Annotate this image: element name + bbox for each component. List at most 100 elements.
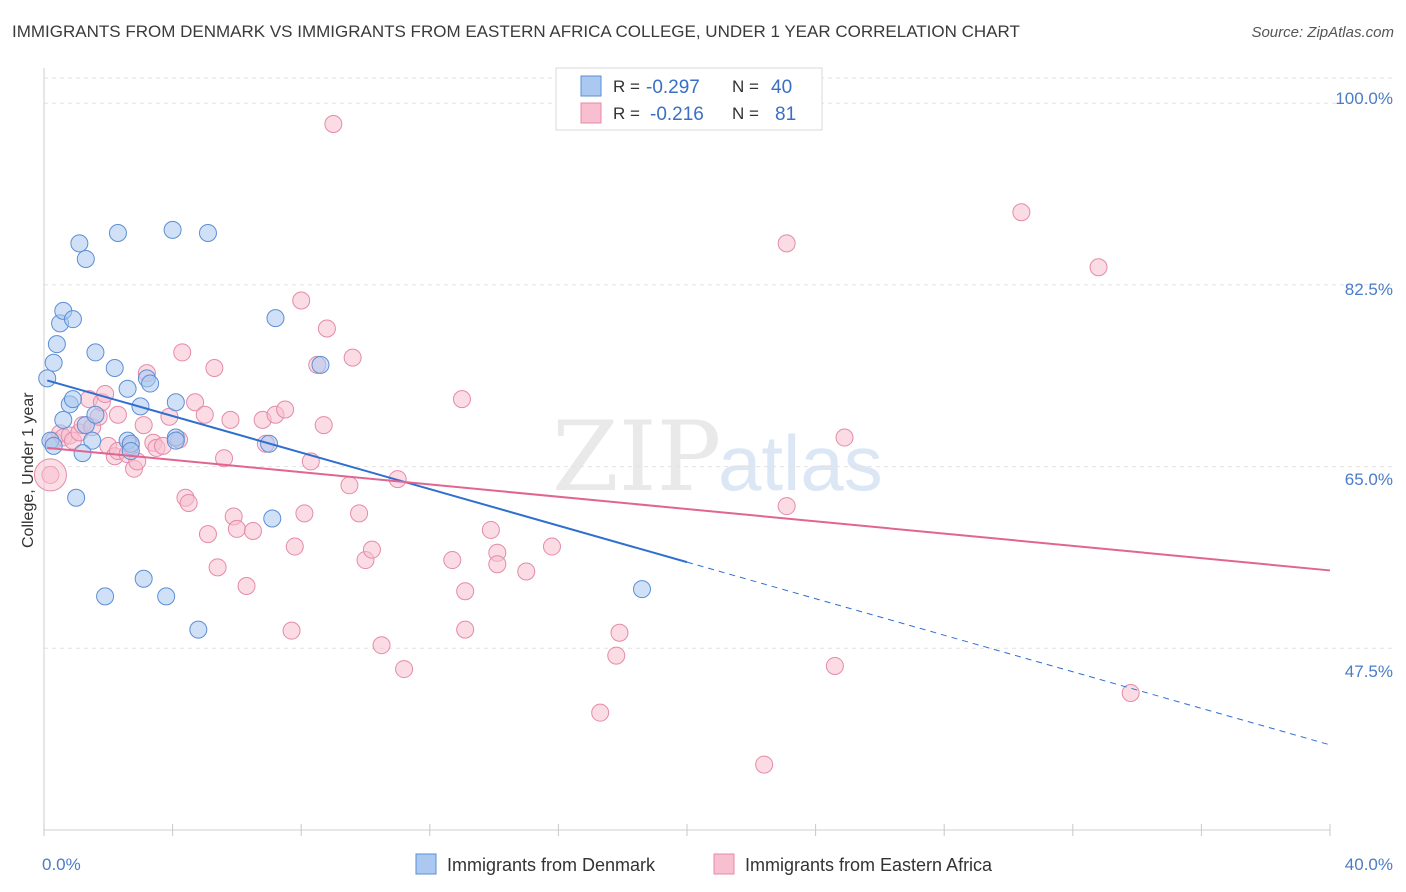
eafrica-point-62 bbox=[395, 660, 414, 679]
eafrica-point-64 bbox=[456, 582, 475, 601]
x-tick-right: 40.0% bbox=[1345, 855, 1393, 874]
denmark-point-31 bbox=[73, 444, 92, 463]
denmark-point-19 bbox=[86, 405, 105, 424]
legend-swatch-denmark bbox=[580, 75, 602, 97]
denmark-point-21 bbox=[118, 379, 137, 398]
legend-n-label-denmark: N = bbox=[732, 77, 759, 96]
denmark-point-41 bbox=[632, 580, 651, 599]
stats-legend: R = -0.297 N = 40 R = -0.216 N = 81 bbox=[555, 67, 823, 131]
eafrica-point-48 bbox=[292, 291, 311, 310]
denmark-point-4 bbox=[47, 335, 66, 354]
bottom-swatch-denmark bbox=[415, 853, 437, 875]
y-tick-82-5: 82.5% bbox=[1345, 280, 1393, 299]
eafrica-point-73 bbox=[607, 646, 626, 665]
eafrica-point-47 bbox=[285, 537, 304, 556]
denmark-point-30 bbox=[166, 393, 185, 412]
eafrica-point-60 bbox=[372, 636, 391, 655]
eafrica-point-53 bbox=[317, 319, 336, 338]
bottom-legend-eafrica: Immigrants from Eastern Africa bbox=[745, 855, 993, 875]
eafrica-point-16 bbox=[108, 405, 127, 424]
eafrica-point-59 bbox=[362, 540, 381, 559]
eafrica-point-75 bbox=[755, 755, 774, 774]
eafrica-point-76 bbox=[777, 497, 796, 516]
eafrica-point-large bbox=[33, 458, 67, 492]
denmark-point-12 bbox=[198, 224, 217, 243]
trend-lines bbox=[46, 379, 1331, 746]
x-tick-left: 0.0% bbox=[42, 855, 81, 874]
legend-r-label-denmark: R = bbox=[613, 77, 640, 96]
eafrica-point-28 bbox=[173, 343, 192, 362]
trend-denmark-dashed bbox=[686, 561, 1331, 746]
denmark-point-3 bbox=[44, 353, 63, 372]
eafrica-point-52 bbox=[314, 416, 333, 435]
eafrica-point-33 bbox=[198, 525, 217, 544]
eafrica-point-37 bbox=[221, 410, 240, 429]
eafrica-point-77 bbox=[777, 234, 796, 253]
eafrica-point-12 bbox=[96, 384, 115, 403]
eafrica-point-63 bbox=[443, 551, 462, 570]
eafrica-point-57 bbox=[350, 504, 369, 523]
denmark-point-38 bbox=[263, 509, 282, 528]
watermark-atlas: atlas bbox=[718, 419, 883, 507]
source-label: Source: ZipAtlas.com bbox=[1251, 24, 1394, 41]
eafrica-point-32 bbox=[195, 405, 214, 424]
eafrica-point-55 bbox=[340, 476, 359, 495]
denmark-point-1 bbox=[44, 436, 63, 455]
denmark-point-29 bbox=[166, 431, 185, 450]
denmark-point-33 bbox=[96, 587, 115, 606]
eafrica-point-67 bbox=[481, 520, 500, 539]
legend-n-label-eafrica: N = bbox=[732, 104, 759, 123]
denmark-point-9 bbox=[76, 249, 95, 268]
legend-r-label-eafrica: R = bbox=[613, 104, 640, 123]
denmark-point-18 bbox=[86, 343, 105, 362]
y-axis-label: College, Under 1 year bbox=[20, 392, 37, 548]
eafrica-point-45 bbox=[276, 400, 295, 419]
denmark-point-35 bbox=[157, 587, 176, 606]
eafrica-point-80 bbox=[1012, 203, 1031, 222]
eafrica-point-66 bbox=[452, 390, 471, 409]
eafrica-point-79 bbox=[835, 428, 854, 447]
denmark-point-40 bbox=[311, 355, 330, 374]
eafrica-point-46 bbox=[282, 621, 301, 640]
denmark-point-17 bbox=[83, 431, 102, 450]
bottom-swatch-eafrica bbox=[713, 853, 735, 875]
eafrica-point-78 bbox=[825, 656, 844, 675]
legend-r-value-eafrica: -0.216 bbox=[650, 104, 704, 125]
denmark-point-11 bbox=[163, 220, 182, 239]
y-tick-100: 100.0% bbox=[1335, 89, 1393, 108]
gridlines bbox=[44, 77, 1393, 649]
denmark-point-13 bbox=[54, 410, 73, 429]
eafrica-point-30 bbox=[179, 493, 198, 512]
series-legend: Immigrants from Denmark Immigrants from … bbox=[415, 853, 993, 875]
eafrica-point-56 bbox=[343, 348, 362, 367]
denmark-point-39 bbox=[266, 309, 285, 328]
legend-swatch-eafrica bbox=[580, 102, 602, 124]
eafrica-point-31 bbox=[186, 393, 205, 412]
eafrica-point-36 bbox=[215, 449, 234, 468]
y-tick-47-5: 47.5% bbox=[1345, 662, 1393, 681]
trend-denmark-solid bbox=[46, 379, 688, 564]
denmark-point-15 bbox=[63, 390, 82, 409]
eafrica-point-39 bbox=[227, 519, 246, 538]
eafrica-point-65 bbox=[456, 620, 475, 639]
eafrica-point-74 bbox=[610, 623, 629, 642]
eafrica-point-70 bbox=[517, 562, 536, 581]
eafrica-point-40 bbox=[237, 577, 256, 596]
series-denmark-points bbox=[38, 220, 651, 639]
eafrica-point-72 bbox=[591, 703, 610, 722]
watermark-zip: ZIP bbox=[552, 401, 721, 513]
eafrica-point-41 bbox=[243, 521, 262, 540]
denmark-point-8 bbox=[70, 234, 89, 253]
eafrica-point-21 bbox=[134, 416, 153, 435]
eafrica-point-71 bbox=[542, 537, 561, 556]
denmark-point-36 bbox=[189, 620, 208, 639]
eafrica-point-81 bbox=[1089, 258, 1108, 277]
x-ticks bbox=[43, 824, 1331, 836]
denmark-point-20 bbox=[105, 358, 124, 377]
eafrica-point-49 bbox=[295, 504, 314, 523]
eafrica-point-82 bbox=[1121, 683, 1140, 702]
legend-n-value-denmark: 40 bbox=[771, 77, 792, 98]
eafrica-point-34 bbox=[205, 358, 224, 377]
y-tick-65: 65.0% bbox=[1345, 470, 1393, 489]
